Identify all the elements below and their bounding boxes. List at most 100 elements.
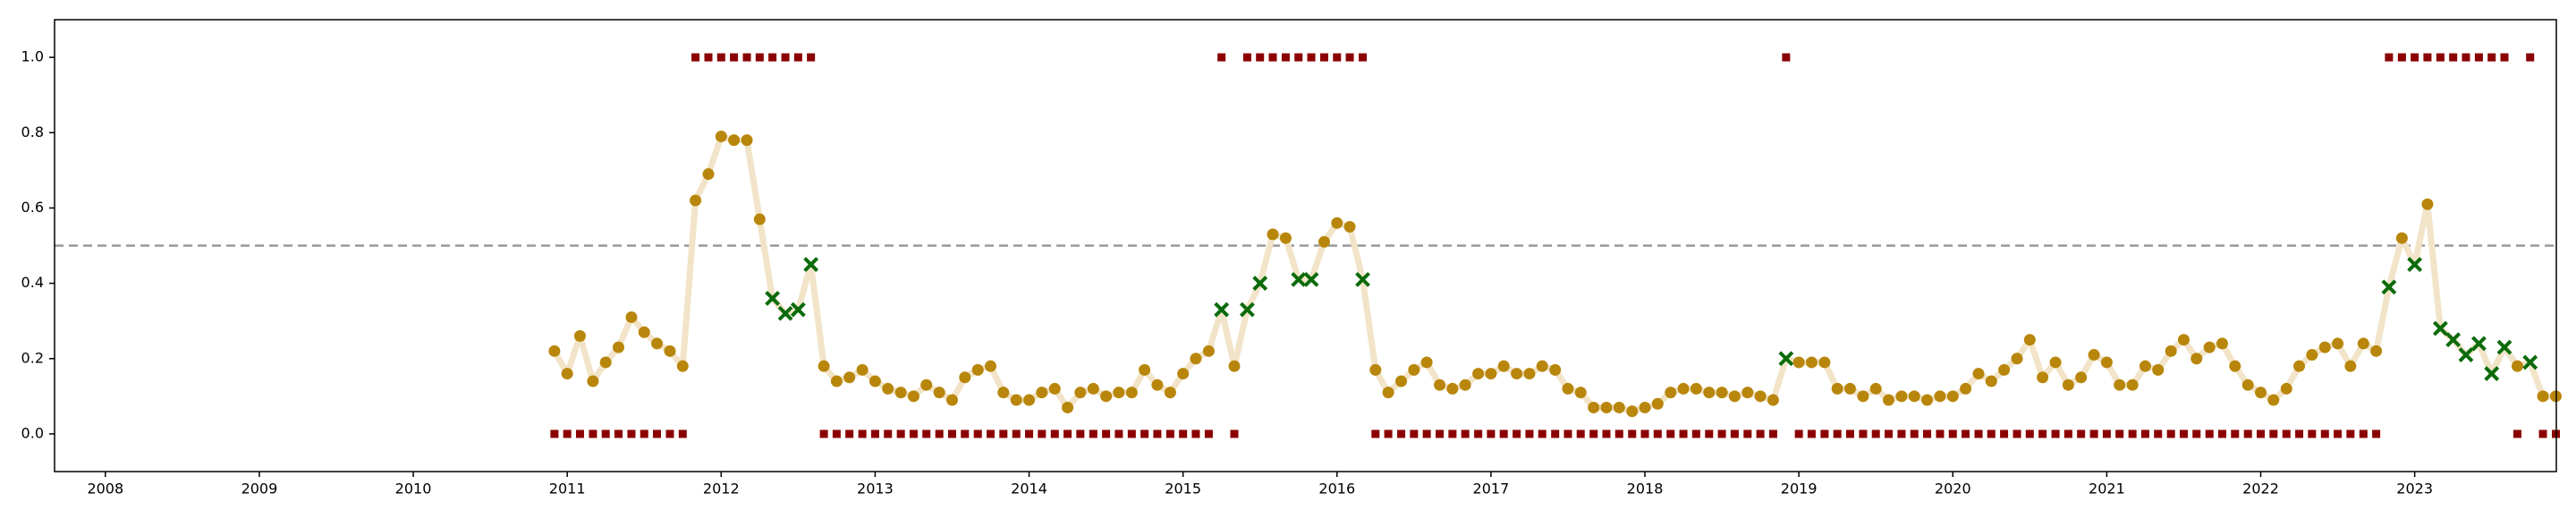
y-tick-label: 0.2	[21, 349, 44, 366]
label-marker	[2063, 430, 2072, 438]
label-marker	[973, 430, 982, 438]
point-marker	[1639, 401, 1651, 413]
label-marker	[1525, 430, 1534, 438]
label-marker	[563, 430, 572, 438]
point-marker	[2114, 379, 2126, 391]
label-marker	[1691, 430, 1700, 438]
label-marker	[2359, 430, 2368, 438]
label-marker	[1448, 430, 1457, 438]
point-marker	[2203, 341, 2216, 353]
label-marker	[922, 430, 931, 438]
label-marker	[1281, 53, 1290, 62]
label-marker	[2217, 430, 2226, 438]
point-marker	[1497, 360, 1510, 372]
label-marker	[2512, 430, 2521, 438]
label-marker	[961, 430, 970, 438]
label-marker	[1063, 430, 1072, 438]
plot-frame	[54, 19, 2557, 472]
label-marker	[2269, 430, 2278, 438]
label-marker	[1345, 53, 1354, 62]
point-marker	[1972, 368, 1985, 380]
label-marker	[1974, 430, 1983, 438]
point-marker	[1010, 394, 1022, 406]
point-marker	[1651, 397, 1664, 410]
label-marker	[1807, 430, 1816, 438]
point-marker	[1228, 360, 1241, 372]
label-marker	[832, 430, 841, 438]
point-marker	[1562, 382, 1574, 395]
label-marker	[1461, 430, 1470, 438]
label-marker	[614, 430, 623, 438]
point-marker	[1279, 232, 1292, 244]
label-marker	[2346, 430, 2355, 438]
label-marker	[1410, 430, 1419, 438]
point-marker	[1908, 390, 1920, 403]
point-marker	[959, 371, 971, 384]
point-marker	[933, 387, 945, 399]
point-marker	[599, 356, 612, 369]
point-marker	[2049, 356, 2062, 369]
label-marker	[2102, 430, 2111, 438]
miss-marker	[2496, 339, 2512, 355]
point-marker	[587, 375, 599, 387]
y-tick-label: 0.0	[21, 424, 44, 441]
point-marker	[651, 337, 664, 350]
label-marker	[2436, 53, 2445, 62]
label-marker	[1230, 430, 1239, 438]
label-marker	[1936, 430, 1945, 438]
label-marker	[2128, 430, 2137, 438]
point-marker	[1998, 363, 2011, 376]
label-marker	[1474, 430, 1483, 438]
label-marker	[1513, 430, 1521, 438]
point-marker	[1767, 394, 1779, 406]
label-marker	[1256, 53, 1265, 62]
x-tick-label: 2019	[1781, 481, 1818, 498]
label-marker	[2308, 430, 2317, 438]
point-marker	[1728, 390, 1741, 403]
label-marker	[2115, 430, 2124, 438]
point-marker	[1600, 401, 1613, 413]
label-marker	[2423, 53, 2432, 62]
x-tick-label: 2014	[1011, 481, 1047, 498]
miss-marker	[2471, 336, 2487, 352]
miss-marker	[2445, 332, 2462, 348]
y-tick-label: 0.8	[21, 123, 44, 140]
point-marker	[1690, 382, 1702, 395]
y-tick-label: 1.0	[21, 48, 44, 65]
label-marker	[2474, 53, 2483, 62]
label-marker	[1050, 430, 1059, 438]
point-marker	[1023, 394, 1036, 406]
label-marker	[1371, 430, 1380, 438]
point-marker	[2037, 371, 2049, 384]
label-marker	[2140, 430, 2149, 438]
label-marker	[742, 53, 751, 62]
point-marker	[830, 375, 843, 387]
point-marker	[2421, 198, 2434, 210]
label-marker	[716, 53, 725, 62]
label-marker	[1833, 430, 1842, 438]
label-marker	[1038, 430, 1046, 438]
label-marker	[1268, 53, 1277, 62]
point-marker	[1869, 382, 1882, 395]
point-marker	[1626, 405, 1639, 418]
label-marker	[1614, 430, 1623, 438]
label-marker	[1948, 430, 1957, 438]
point-marker	[1420, 356, 1433, 369]
point-marker	[2126, 379, 2139, 391]
point-marker	[1574, 387, 1587, 399]
point-marker	[1318, 235, 1330, 248]
label-marker	[1628, 430, 1637, 438]
point-marker	[1921, 394, 1934, 406]
label-marker	[2538, 430, 2547, 438]
label-marker	[1538, 430, 1546, 438]
point-marker	[1395, 375, 1408, 387]
x-tick-label: 2023	[2396, 481, 2433, 498]
label-marker	[2051, 430, 2060, 438]
label-marker	[1487, 430, 1496, 438]
label-marker	[1653, 430, 1662, 438]
point-marker	[1472, 368, 1485, 380]
label-marker	[1191, 430, 1200, 438]
point-marker	[676, 360, 689, 372]
label-marker	[1076, 430, 1085, 438]
label-marker	[2205, 430, 2214, 438]
